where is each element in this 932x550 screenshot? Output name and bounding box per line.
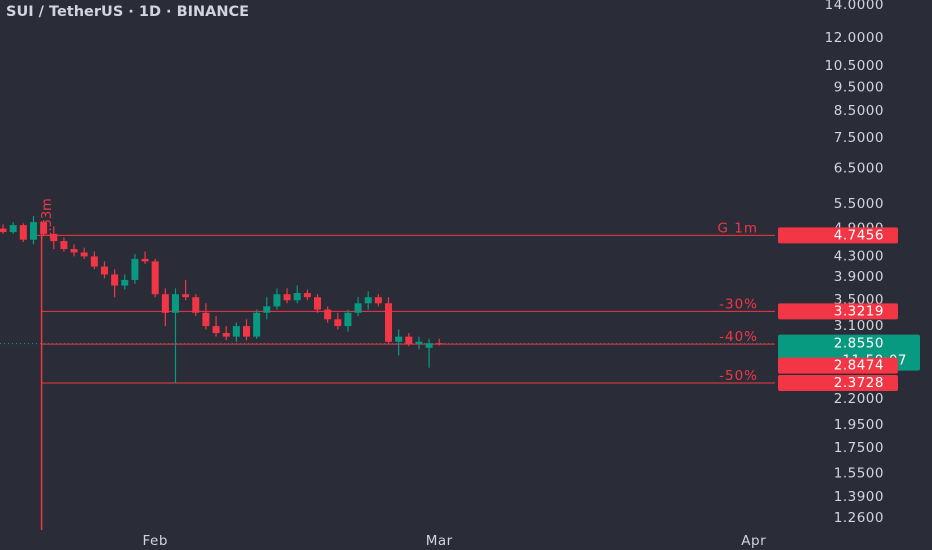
level-name: -50% xyxy=(719,368,758,384)
candle-body xyxy=(344,312,352,327)
y-tick-label: 1.3900 xyxy=(834,489,884,505)
level-price-box xyxy=(778,357,898,374)
candle-body xyxy=(19,225,27,240)
y-tick-label: 5.5000 xyxy=(834,196,884,212)
y-tick-label: 3.9000 xyxy=(834,269,884,285)
candle-body xyxy=(141,258,149,262)
level-name: G 1m xyxy=(718,220,759,236)
candle-body xyxy=(242,326,250,337)
level-name: -40% xyxy=(719,329,758,345)
candle-body xyxy=(131,258,139,280)
candle-body xyxy=(283,294,291,301)
level-price-box xyxy=(778,227,898,244)
level-price-label: 2.8474 xyxy=(834,358,884,374)
y-tick-label: 12.0000 xyxy=(825,30,884,46)
last-price-label: 2.8550 xyxy=(834,336,884,352)
candle-body xyxy=(364,297,372,304)
candle-body xyxy=(151,261,159,295)
chart-title: SUI / TetherUS · 1D · BINANCE xyxy=(6,4,249,20)
candle-body xyxy=(273,294,281,307)
level-price-label: 2.3728 xyxy=(834,375,884,391)
candle-body xyxy=(60,241,68,250)
y-tick-label: 10.5000 xyxy=(825,58,884,74)
candle-body xyxy=(374,297,382,304)
candle-body xyxy=(385,303,393,342)
y-tick-label: 1.9500 xyxy=(834,417,884,433)
candle-body xyxy=(90,256,98,267)
candle-body xyxy=(354,303,362,313)
candle-body xyxy=(202,312,210,327)
y-tick-label: 9.5000 xyxy=(834,80,884,96)
candle-body xyxy=(222,333,230,337)
candle-body xyxy=(425,343,433,348)
candle-body xyxy=(100,266,108,275)
y-tick-label: 14.0000 xyxy=(825,0,884,13)
candle-body xyxy=(80,252,88,257)
x-tick-label: Mar xyxy=(426,533,453,549)
level-price-box xyxy=(778,375,898,392)
candle-body xyxy=(303,293,311,298)
candle-body xyxy=(161,294,169,313)
candle-body xyxy=(0,228,7,233)
x-tick-label: Feb xyxy=(142,533,167,549)
y-tick-label: 4.3000 xyxy=(834,248,884,264)
candle-body xyxy=(405,336,413,344)
level-price-label: 4.7456 xyxy=(834,227,884,243)
level-name: -30% xyxy=(719,296,758,312)
candle-body xyxy=(29,222,37,240)
candle-body xyxy=(415,341,423,344)
candle-body xyxy=(435,343,443,345)
candle-body xyxy=(171,294,179,313)
candle-body xyxy=(192,297,200,313)
y-tick-label: 8.5000 xyxy=(834,103,884,119)
y-tick-label: 2.2000 xyxy=(834,391,884,407)
candle-body xyxy=(212,326,220,334)
level-price-label: 3.3219 xyxy=(834,303,884,319)
y-tick-label: 1.5500 xyxy=(834,466,884,482)
y-tick-label: 6.5000 xyxy=(834,160,884,176)
candle-body xyxy=(9,225,17,233)
y-tick-label: 1.7500 xyxy=(834,440,884,456)
candle-body xyxy=(111,274,119,286)
candle-body xyxy=(324,309,332,320)
candle-body xyxy=(40,222,48,234)
candle-body xyxy=(314,297,322,310)
y-tick-label: 1.2600 xyxy=(834,510,884,526)
candle-body xyxy=(253,312,261,337)
x-tick-label: Apr xyxy=(741,533,766,549)
level-price-box xyxy=(778,303,898,320)
candle-body xyxy=(293,293,301,301)
candle-body xyxy=(70,249,78,253)
y-tick-label: 3.1000 xyxy=(834,318,884,334)
candle-body xyxy=(121,279,129,286)
candle-body xyxy=(232,326,240,337)
candle-body xyxy=(334,319,342,327)
candle-body xyxy=(182,294,190,298)
candle-body xyxy=(263,306,271,313)
candle-body xyxy=(50,233,58,242)
candle-body xyxy=(395,336,403,342)
y-tick-label: 7.5000 xyxy=(834,130,884,146)
